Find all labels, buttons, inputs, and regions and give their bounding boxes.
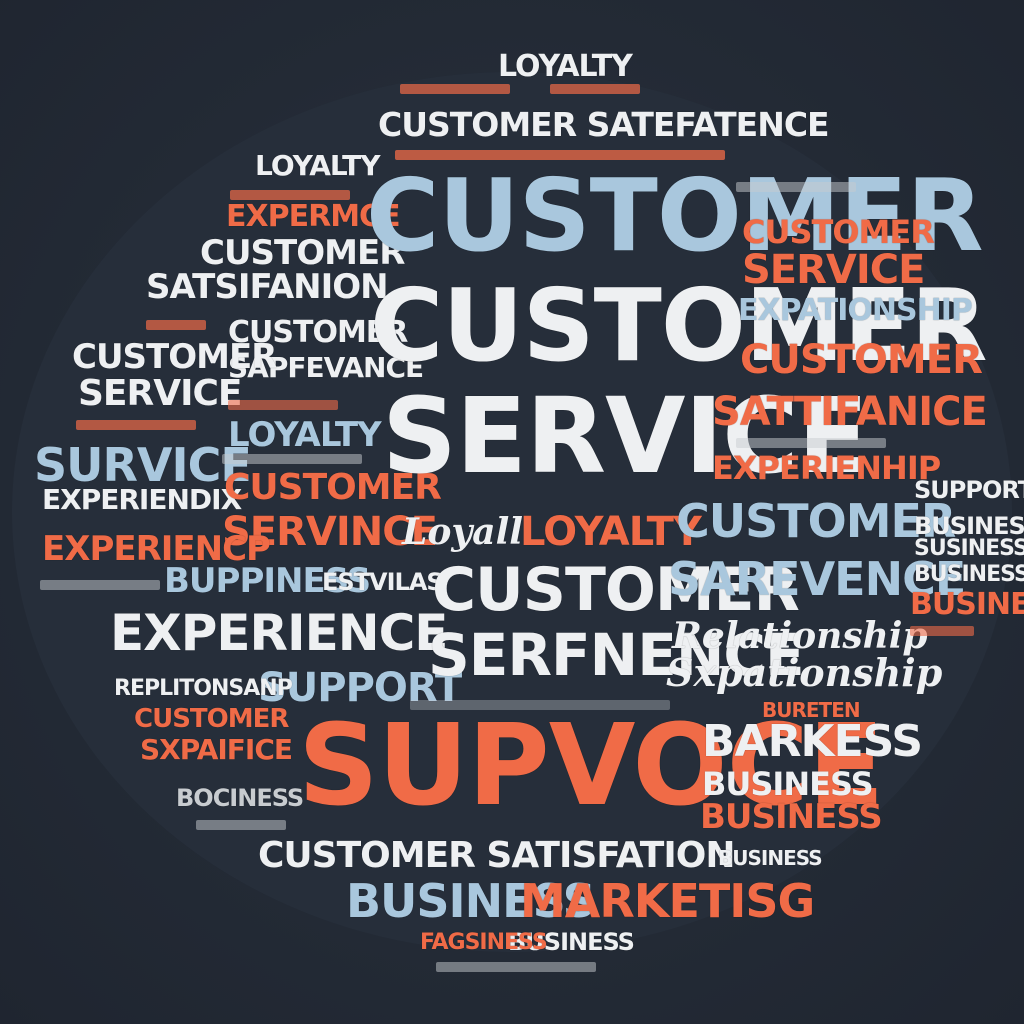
filler-mark (736, 182, 856, 192)
word-loyalty: LOYALTY (498, 49, 633, 84)
word-satsifanion: SATSIFANION (146, 267, 389, 307)
word-business: BUSINESS (508, 928, 635, 956)
word-marketisg: MARKETISG (520, 874, 815, 928)
word-survice: SURVICE (34, 438, 252, 492)
word-customer: CUSTOMER (134, 704, 289, 734)
filler-mark (228, 400, 338, 410)
word-customer: CUSTOMER (676, 494, 956, 548)
word-customer-big: CUSTOMER (366, 157, 984, 274)
word-business: BUSINESS (914, 512, 1024, 540)
word-sxpaifice: SXPAIFICE (140, 733, 293, 766)
word-experienhip: EXPERIENHIP (712, 449, 941, 487)
word-bociness: BOCINESS (176, 784, 304, 812)
filler-mark (196, 820, 286, 830)
word-relationship-script: Relationship (672, 615, 928, 657)
word-customer: CUSTOMER (200, 233, 405, 273)
word-sapfevance: SAPFEVANCE (228, 351, 424, 384)
word-expationship: EXPATIONSHIP (738, 293, 973, 328)
word-support: SUPPORT (258, 665, 462, 711)
word-sarevence: SAREVENCE (668, 552, 966, 606)
filler-mark (222, 454, 362, 464)
word-supports: SUPPORTS (914, 476, 1024, 504)
word-customer: CUSTOMER (72, 337, 277, 377)
word-barkess: BARKESS (702, 716, 923, 767)
word-business: BUSINESS (910, 587, 1024, 622)
word-expermce: EXPERMCE (226, 199, 401, 234)
word-business: BUSINESS (914, 562, 1024, 587)
word-experiendix: EXPERIENDIX (42, 483, 242, 516)
filler-mark (395, 150, 725, 160)
word-customer-satefatence: CUSTOMER SATEFATENCE (378, 105, 830, 144)
word-service: SERVICE (78, 373, 243, 414)
word-experiencp: EXPERIENCP (42, 529, 271, 569)
word-loyall-script: Loyall (402, 511, 523, 553)
word-experience: EXPERIENCE (110, 604, 448, 662)
filler-mark (146, 320, 206, 330)
word-loyalty: LOYALTY (520, 509, 702, 555)
filler-mark (76, 420, 196, 430)
word-fagsiness: FAGSINESS (420, 930, 548, 955)
word-servince: SERVINCE (222, 509, 438, 555)
word-business: BUSINESS (718, 846, 823, 870)
word-service-big: SERVICE (382, 375, 869, 497)
word-loyalty: LOYALTY (255, 149, 380, 182)
word-customer: CUSTOMER (224, 467, 442, 508)
filler-mark (400, 84, 510, 94)
word-replitonsanp: REPLITONSANP (114, 676, 293, 701)
word-serfnence: SERFNENCE (428, 621, 805, 689)
filler-mark (910, 626, 974, 636)
word-sattifanice: SATTIFANICE (712, 389, 988, 435)
word-estvilas: ESTVILAS (322, 568, 444, 596)
word-supvoce-big: SUPVOCE (298, 701, 884, 831)
word-customer: CUSTOMER (228, 315, 408, 350)
word-buppiness: BUPPINESS (164, 561, 371, 601)
word-bureten: BURETEN (762, 698, 861, 722)
word-customer: CUSTOMER (740, 337, 983, 383)
word-sxpationship-script: Sxpationship (666, 650, 943, 695)
filler-mark (410, 700, 670, 710)
word-loyalty: LOYALTY (228, 415, 382, 455)
word-business: BUSINESS (346, 874, 596, 928)
word-customer-satisfation: CUSTOMER SATISFATION (258, 835, 735, 876)
word-business: BUSINESS (702, 765, 874, 803)
word-customer: CUSTOMER (432, 555, 800, 625)
filler-mark (550, 84, 640, 94)
word-customer: CUSTOMER (742, 213, 935, 251)
word-susiness: SUSINESS (914, 536, 1024, 561)
filler-mark (736, 438, 886, 448)
word-customer-big: CUSTOMER (370, 267, 988, 384)
filler-mark (230, 190, 350, 200)
filler-mark (436, 962, 596, 972)
word-service: SERVICE (742, 247, 925, 293)
filler-mark (40, 580, 160, 590)
word-business: BUSINESS (700, 797, 883, 837)
